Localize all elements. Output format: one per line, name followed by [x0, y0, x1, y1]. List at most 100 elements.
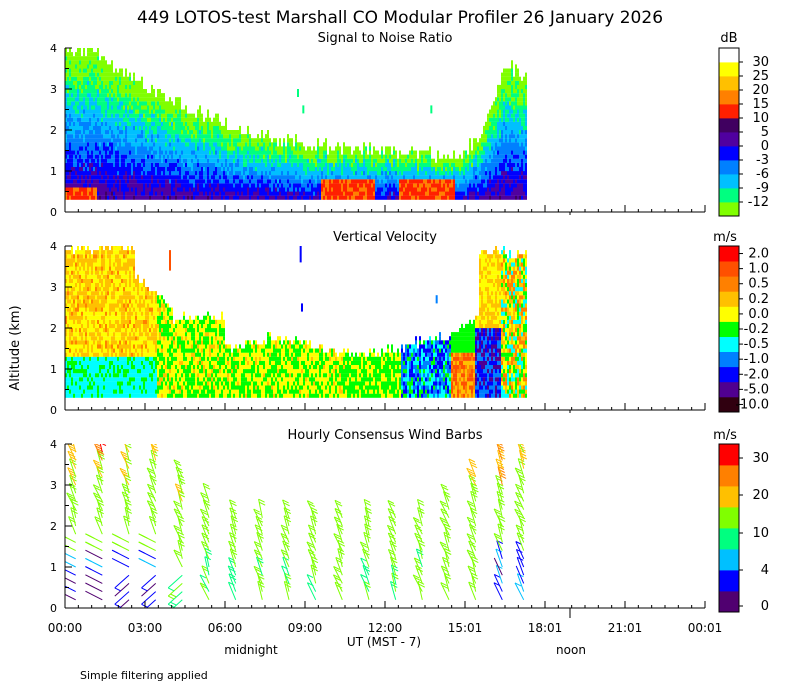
colorbar-label: 0: [761, 139, 769, 154]
x-tick-labels: 00:00 03:00 06:00 09:00 12:00 15:01 18:01 21:01…: [48, 621, 723, 635]
x-tick-label: 06:00: [208, 621, 243, 635]
wind-barb: [199, 574, 210, 592]
wind-barb: [85, 590, 103, 601]
colorbar-label: -1.0: [744, 352, 769, 367]
velocity-colorbar: 2.01.00.50.20.0-0.2-0.5-1.0-2.0-5.0-10.0: [718, 245, 769, 413]
wind-barb: [141, 591, 157, 605]
y-tick-label: 4: [50, 42, 57, 55]
colorbar-label: 10: [752, 526, 769, 541]
snr-heatmap: [65, 48, 527, 200]
y-tick-label: 4: [50, 438, 57, 451]
colorbar-swatch: [719, 381, 739, 398]
colorbar-label: 4: [761, 563, 769, 578]
wind-barb: [204, 556, 210, 576]
y-tick-label: 0: [50, 404, 57, 417]
y-tick-label: 4: [50, 240, 57, 253]
colorbar-label: 20: [752, 83, 769, 98]
day-marker-midnight: midnight: [224, 643, 278, 657]
colorbar-swatch: [719, 276, 739, 292]
colorbar-label: -3: [756, 153, 769, 168]
wind-barb: [114, 574, 130, 589]
wind-barb: [72, 444, 77, 453]
y-tick-label: 1: [50, 363, 57, 376]
colorbar-swatch: [719, 444, 739, 466]
velocity-units: m/s: [713, 230, 737, 245]
wind-colorbar: 30 20 10 4 0: [718, 443, 769, 614]
x-tick-label: 00:00: [48, 621, 83, 635]
colorbar-label: 0.5: [748, 277, 769, 292]
colorbar-label: 30: [752, 451, 769, 466]
wind-barb: [253, 549, 263, 568]
wind-barb: [172, 599, 183, 608]
colorbar-label: -5.0: [744, 382, 769, 397]
wind-barb: [493, 557, 503, 576]
footnote: Simple filtering applied: [80, 669, 208, 682]
colorbar-label: -12: [748, 195, 769, 210]
colorbar-label: -0.5: [744, 337, 769, 352]
colorbar-swatch: [719, 465, 739, 487]
wind-barb: [65, 577, 76, 584]
colorbar-swatch: [719, 246, 739, 262]
wind-panel-title: Hourly Consensus Wind Barbs: [287, 428, 482, 443]
colorbar-swatch: [719, 306, 739, 322]
wind-barb: [282, 557, 290, 576]
y-tick-label: 1: [50, 561, 57, 574]
figure-title: 449 LOTOS-test Marshall CO Modular Profi…: [137, 8, 663, 28]
velocity-axes: 0 1 2 3 4: [50, 240, 706, 417]
colorbar-label: -10.0: [735, 397, 769, 412]
wind-barb: [515, 541, 525, 560]
colorbar-label: 0.2: [748, 292, 769, 307]
wind-barb: [65, 593, 76, 601]
wind-barb: [515, 565, 525, 584]
colorbar-swatch: [719, 160, 739, 175]
colorbar-swatch: [719, 188, 739, 203]
velocity-heatmap: [65, 246, 527, 398]
wind-barb: [65, 552, 76, 560]
wind-barbs: [65, 444, 528, 608]
wind-barb: [333, 516, 343, 535]
colorbar-swatch: [719, 549, 739, 571]
y-tick-label: 0: [50, 602, 57, 615]
wind-barb: [306, 582, 317, 601]
colorbar-label: 5: [761, 125, 769, 140]
wind-barb: [493, 574, 503, 592]
colorbar-swatch: [719, 146, 739, 161]
wind-barb: [495, 548, 503, 568]
wind-barb: [141, 583, 157, 597]
wind-barb: [334, 508, 343, 527]
colorbar-label: -6: [756, 167, 769, 182]
x-tick-label: 15:01: [448, 621, 483, 635]
y-axis-label: Altitude (km): [8, 305, 23, 390]
wind-axes: 0 1 2 3 4: [50, 438, 706, 618]
wind-barb: [119, 599, 130, 608]
colorbar-swatch: [719, 336, 739, 352]
colorbar-label: 0.0: [748, 307, 769, 322]
colorbar-swatch: [719, 76, 739, 91]
wind-barb: [516, 573, 525, 592]
colorbar-swatch: [719, 507, 739, 529]
colorbar-swatch: [719, 118, 739, 133]
colorbar-label: -2.0: [744, 367, 769, 382]
colorbar-swatch: [719, 48, 739, 63]
x-tick-label: 03:00: [128, 621, 163, 635]
wind-barb: [257, 581, 263, 600]
wind-barb: [99, 444, 103, 453]
colorbar-swatch: [719, 486, 739, 508]
x-tick-label: 21:01: [608, 621, 643, 635]
colorbar-swatch: [719, 570, 739, 592]
colorbar-swatch: [719, 62, 739, 77]
colorbar-label: 0: [761, 599, 769, 614]
wind-barb: [519, 444, 525, 453]
wind-barb: [493, 582, 503, 601]
wind-barb: [65, 561, 76, 568]
wind-barb: [65, 569, 76, 576]
wind-barb: [514, 582, 525, 601]
colorbar-swatch: [719, 202, 739, 217]
wind-barb: [516, 557, 525, 576]
colorbar-swatch: [719, 174, 739, 189]
colorbar-swatch: [719, 291, 739, 307]
colorbar-label: 1.0: [748, 262, 769, 277]
snr-panel-title: Signal to Noise Ratio: [318, 31, 453, 46]
